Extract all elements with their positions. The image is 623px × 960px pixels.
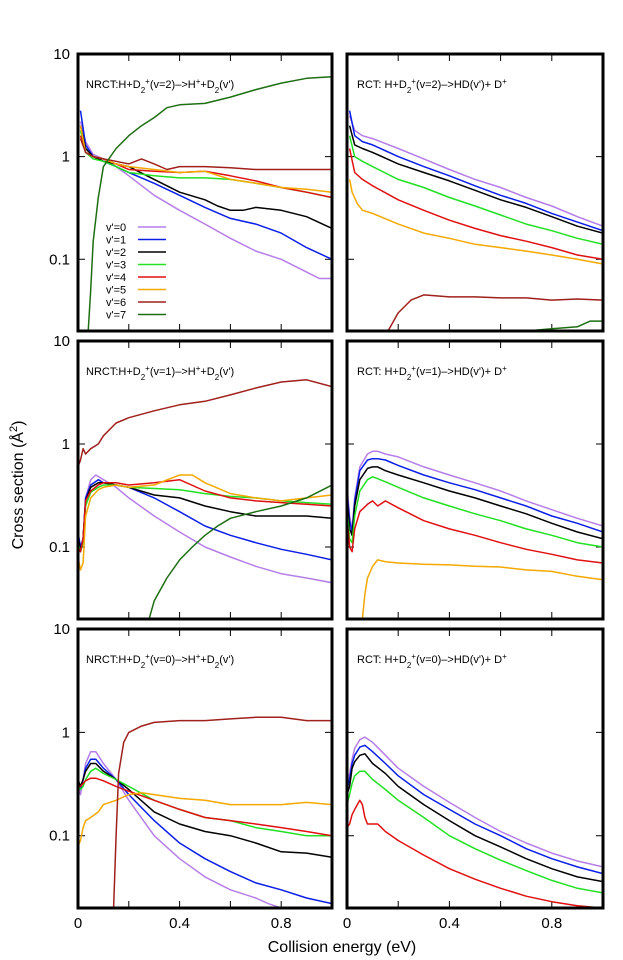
x-tick-label: 0.4 <box>169 915 190 932</box>
x-tick-label: 0 <box>74 915 82 932</box>
series-line-v1 <box>347 744 603 875</box>
series-line-v6 <box>112 716 332 908</box>
series-line-v2 <box>347 466 603 540</box>
series-line-v4 <box>78 478 332 553</box>
legend: v'=0v'=1v'=2v'=3v'=4v'=5v'=6v'=7 <box>106 222 166 322</box>
legend-label: v'=3 <box>106 260 126 272</box>
series-line-v5 <box>78 792 332 847</box>
x-tick-label: 0.4 <box>439 915 460 932</box>
legend-label: v'=6 <box>106 297 126 309</box>
legend-label: v'=7 <box>106 310 126 322</box>
panel-frame <box>345 627 605 910</box>
panel-title-rct1: RCT: H+D2+(v=1)–>HD(v')+ D+ <box>357 364 507 382</box>
series-line-v3 <box>347 770 603 894</box>
panel-frame <box>345 339 605 621</box>
series-line-v4 <box>348 148 603 261</box>
y-tick-label: 1 <box>62 436 70 453</box>
y-tick-label: 1 <box>62 724 70 741</box>
panel-nrct1: NRCT:H+D2+(v=1)–>H++D2(v') 10 1 0.1 <box>49 333 334 621</box>
series-line-v0 <box>348 115 603 227</box>
panel-frame <box>76 339 334 621</box>
series-line-v2 <box>348 125 603 234</box>
x-tick-label: 0.8 <box>271 915 292 932</box>
panel-rct1: RCT: H+D2+(v=1)–>HD(v')+ D+ <box>345 339 605 621</box>
series-line-v2 <box>347 753 603 883</box>
panel-title-nrct1: NRCT:H+D2+(v=1)–>H++D2(v') <box>86 364 234 382</box>
panel-nrct2: NRCT:H+D2+(v=2)–>H++D2(v') 10 1 0.1 v'=0v'=1… <box>49 46 334 333</box>
series-line-v4 <box>347 500 603 564</box>
series-line-v5 <box>78 474 332 571</box>
series-line-v5 <box>361 559 603 619</box>
series-line-v4 <box>347 799 603 908</box>
y-tick-label: 0.1 <box>49 539 70 556</box>
panel-rct0: RCT: H+D2+(v=0)–>HD(v')+ D+ 0 0.4 0.8 <box>343 627 605 932</box>
y-tick-label: 1 <box>62 149 70 166</box>
x-axis-label: Collision energy (eV) <box>268 939 417 956</box>
panel-nrct0: NRCT:H+D2+(v=0)–>H++D2(v') 10 1 0.1 0 0.4 0.8 <box>49 621 334 932</box>
x-tick-label: 0 <box>343 915 351 932</box>
series-line-v3 <box>78 484 332 553</box>
panel-title-nrct2: NRCT:H+D2+(v=2)–>H++D2(v') <box>86 77 234 95</box>
series-line-v5 <box>348 179 603 265</box>
legend-label: v'=5 <box>106 285 126 297</box>
legend-label: v'=2 <box>106 247 126 259</box>
series-line-v7 <box>148 484 332 619</box>
series-line-v6 <box>78 379 332 468</box>
series-line-v5 <box>79 125 332 193</box>
series-line-v2 <box>78 762 332 858</box>
series-line-v6 <box>387 294 603 331</box>
panel-frame <box>76 627 334 910</box>
y-tick-label: 10 <box>53 333 70 350</box>
y-tick-label: 10 <box>53 46 70 63</box>
legend-label: v'=0 <box>106 222 126 234</box>
series-line-v0 <box>79 121 332 280</box>
x-tick-label: 0.8 <box>541 915 562 932</box>
series-line-v6 <box>79 138 332 171</box>
series-line-v4 <box>78 777 332 837</box>
panel-title-rct2: RCT: H+D2+(v=2)–>HD(v')+ D+ <box>357 77 507 95</box>
series-line-v1 <box>348 110 603 232</box>
y-axis-label-sup: 2 <box>8 426 20 432</box>
legend-label: v'=4 <box>106 272 126 284</box>
panel-frame <box>345 52 605 333</box>
panel-title-rct0: RCT: H+D2+(v=0)–>HD(v')+ D+ <box>357 652 507 670</box>
y-tick-label: 0.1 <box>49 828 70 845</box>
series-line-v2 <box>79 125 332 230</box>
series-line-v0 <box>347 736 603 868</box>
y-axis-label: Cross section (Å2) <box>8 421 27 550</box>
panels-group: NRCT:H+D2+(v=2)–>H++D2(v')1010.1v'=0v'=1… <box>49 46 605 932</box>
series-line-v3 <box>348 135 603 246</box>
panel-frame <box>76 52 334 333</box>
series-line-v7 <box>87 76 332 331</box>
y-tick-label: 10 <box>53 621 70 638</box>
series-line-v3 <box>347 476 603 548</box>
panel-title-nrct0: NRCT:H+D2+(v=0)–>H++D2(v') <box>86 652 234 670</box>
legend-label: v'=1 <box>106 235 126 247</box>
y-tick-label: 0.1 <box>49 251 70 268</box>
panel-rct2: RCT: H+D2+(v=2)–>HD(v')+ D+ <box>345 52 605 333</box>
series-line-v1 <box>347 457 603 533</box>
